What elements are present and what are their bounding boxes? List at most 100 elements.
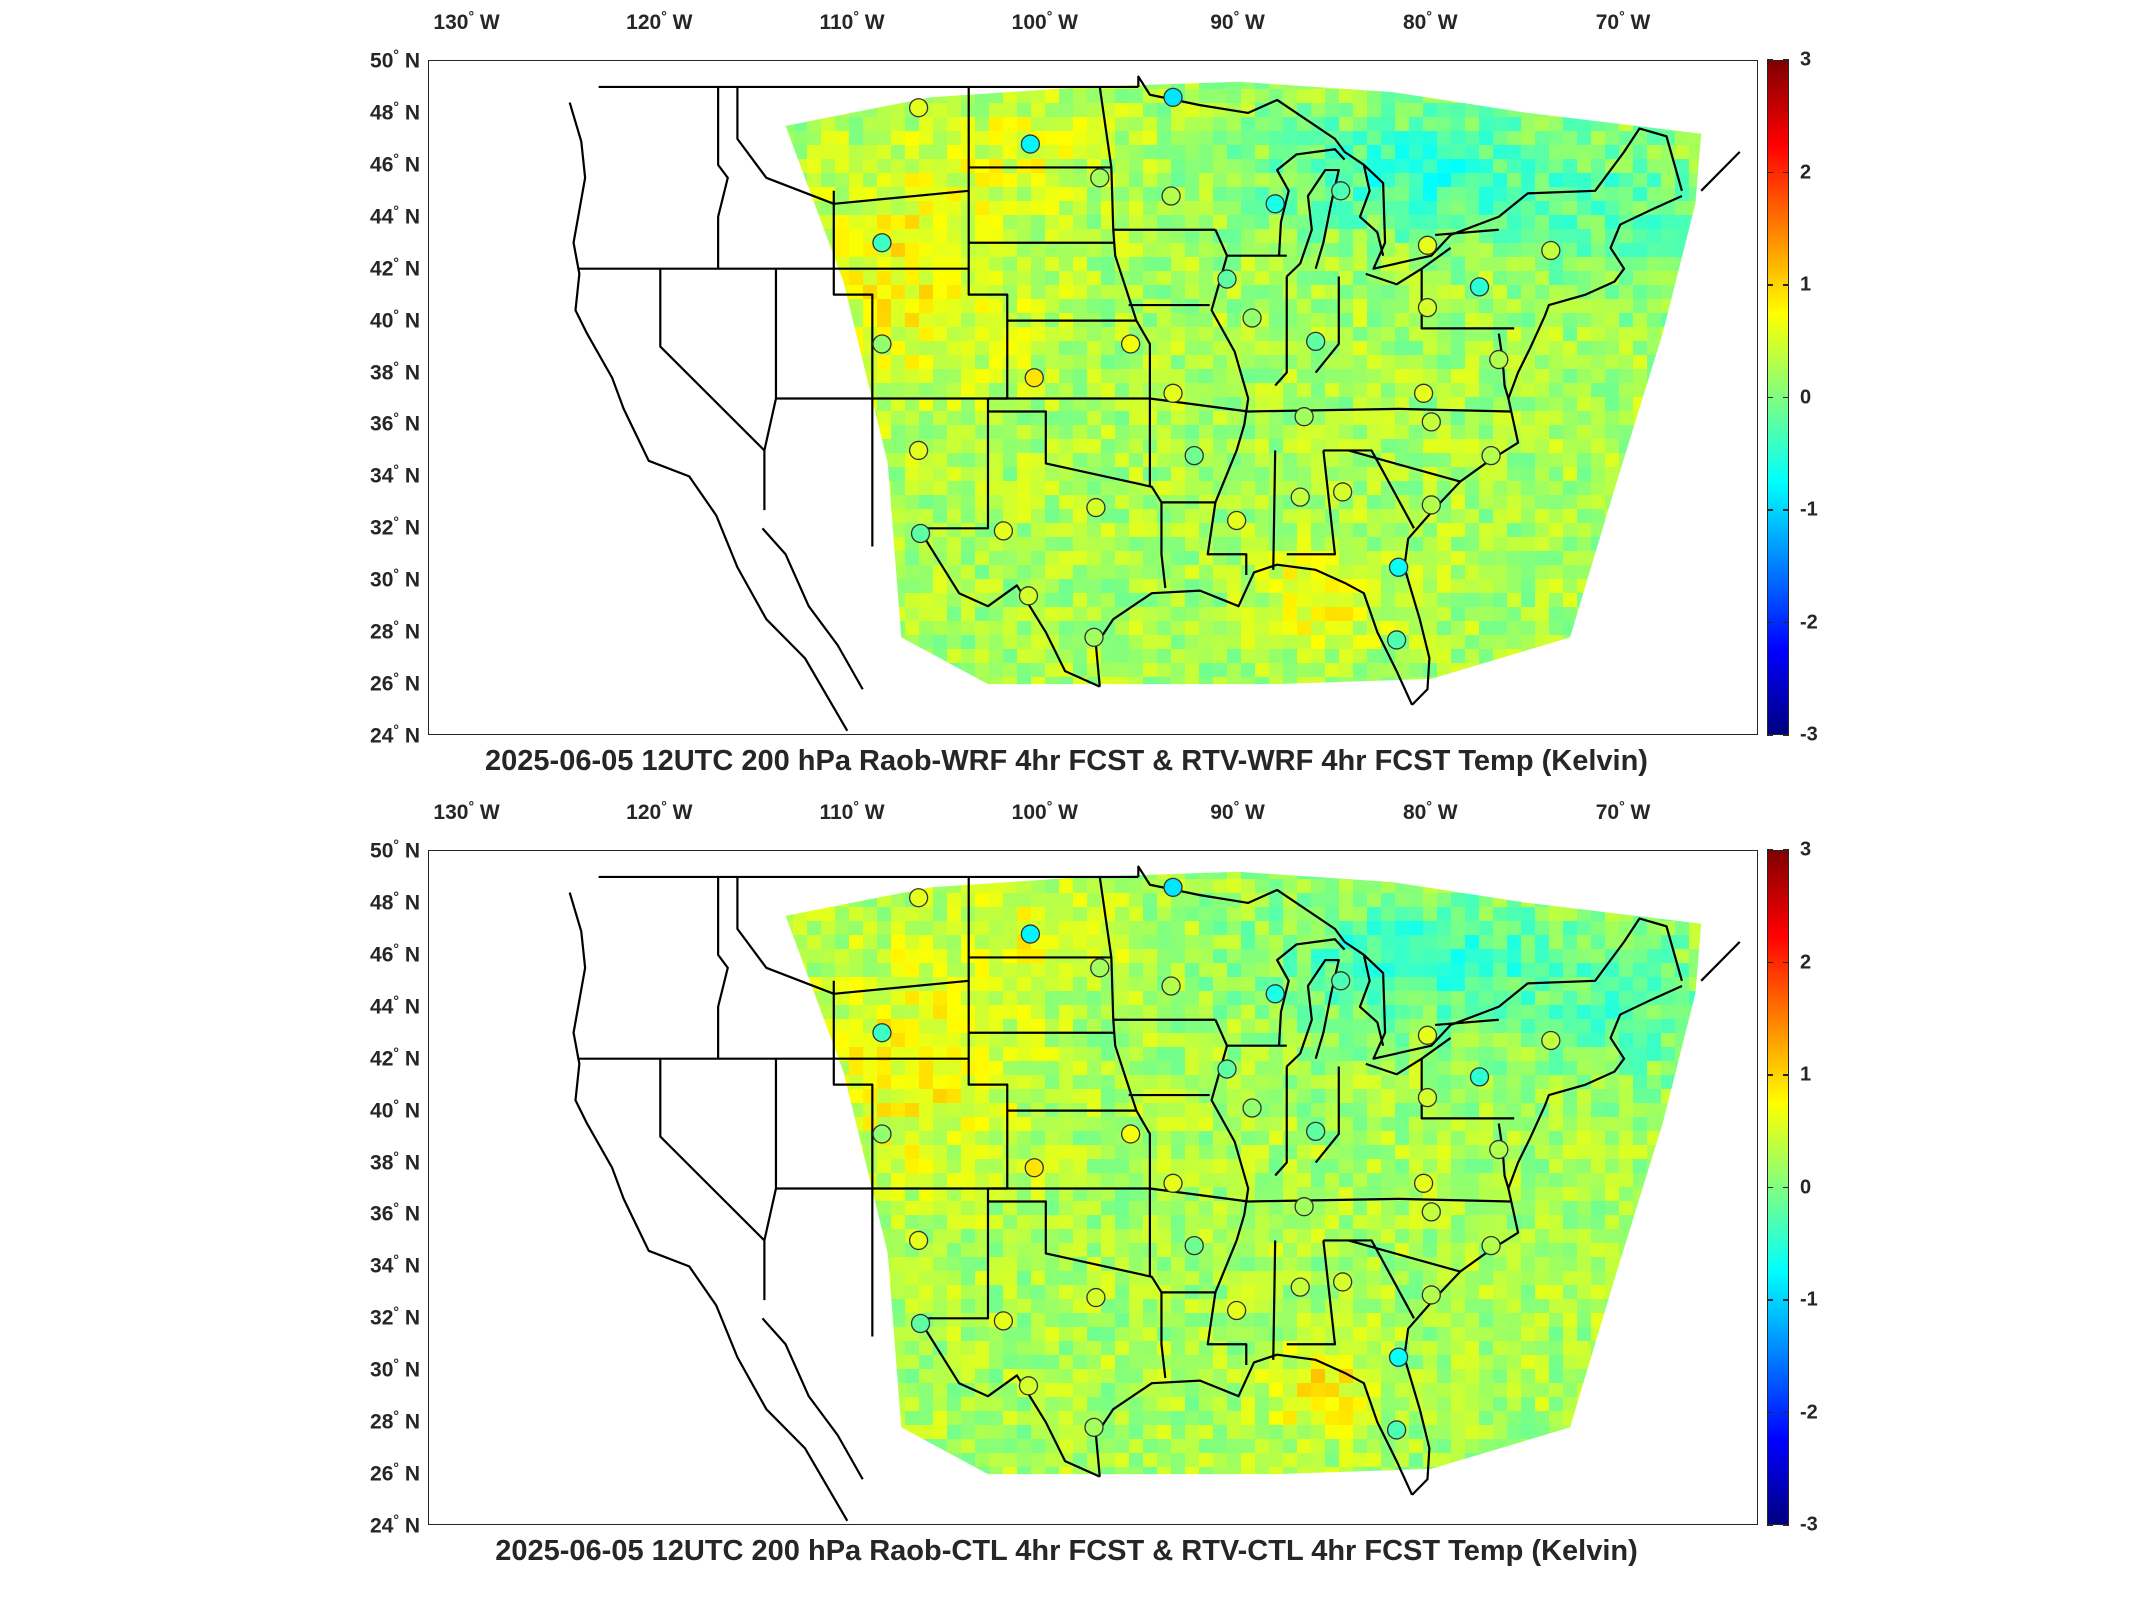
raob-station-marker: [1386, 1420, 1407, 1440]
colorbar-tick-label: 2: [1800, 951, 1812, 973]
raob-station-marker: [1024, 1158, 1044, 1178]
latitude-tick-label: 48° N: [370, 888, 420, 915]
latitude-tick-label: 26° N: [370, 669, 420, 696]
colorbar-tick-mark: [1783, 1186, 1789, 1189]
boundary-line: [1272, 450, 1277, 570]
map-frame: [428, 60, 1758, 735]
raob-station-marker: [908, 440, 929, 461]
colorbar-tick-label: 1: [1800, 273, 1812, 296]
latitude-tick-label: 46° N: [370, 940, 420, 967]
raob-station-marker: [872, 233, 892, 253]
boundary-line: [1285, 958, 1340, 1068]
boundary-line: [1098, 86, 1151, 487]
colorbar-tick-mark: [1767, 849, 1773, 851]
raob-station-marker: [908, 98, 929, 118]
raob-station-marker: [1469, 1067, 1490, 1087]
colorbar-tick-mark: [1783, 621, 1789, 624]
raob-station-marker: [1242, 1098, 1262, 1118]
latitude-tick-label: 50° N: [370, 46, 420, 73]
colorbar-tick-mark: [1767, 1524, 1773, 1526]
raob-station-marker: [1018, 586, 1039, 606]
raob-station-marker: [1265, 194, 1285, 214]
latitude-tick-label: 44° N: [370, 202, 420, 229]
boundary-line: [1348, 449, 1461, 483]
raob-station-marker: [1421, 495, 1441, 515]
raob-station-marker: [1020, 924, 1041, 944]
colorbar-tick-mark: [1783, 734, 1789, 736]
boundary-line: [832, 190, 874, 547]
boundary-line: [736, 86, 969, 205]
boundary-line: [1137, 865, 1683, 1060]
raob-station-marker: [1306, 1121, 1326, 1142]
longitude-tick-label: 120° W: [626, 8, 693, 34]
latitude-tick-label: 40° N: [370, 306, 420, 333]
latitude-tick-label: 36° N: [370, 409, 420, 436]
raob-station-marker: [1386, 630, 1407, 650]
colorbar-tick-mark: [1783, 1411, 1789, 1414]
boundary-line: [1358, 164, 1385, 256]
boundary-line: [1274, 1066, 1288, 1177]
longitude-tick-label: 80° W: [1403, 798, 1458, 824]
boundary-line: [1276, 938, 1346, 1046]
boundary-line: [1137, 75, 1683, 270]
latitude-tick-label: 30° N: [370, 565, 420, 592]
colorbar-tick-mark: [1767, 396, 1773, 399]
colorbar-tick-mark: [1767, 1299, 1773, 1301]
boundary-line: [1160, 1292, 1167, 1379]
raob-station-marker: [1333, 1272, 1353, 1292]
raob-station-marker: [1163, 87, 1183, 107]
latitude-tick-label: 44° N: [370, 992, 420, 1019]
boundary-line: [1497, 1123, 1510, 1189]
boundary-line: [987, 1200, 1216, 1294]
boundary-line: [1286, 1240, 1337, 1346]
latitude-tick-label: 42° N: [370, 254, 420, 281]
boundary-line: [917, 1317, 1101, 1478]
colorbar-tick-label: 1: [1800, 1063, 1812, 1086]
raob-station-marker: [908, 1230, 929, 1251]
longitude-tick-label: 90° W: [1210, 798, 1265, 824]
raob-station-marker: [1290, 487, 1310, 507]
raob-station-marker: [1226, 510, 1247, 531]
boundary-line: [1276, 148, 1346, 256]
raob-station-marker: [1417, 1087, 1438, 1108]
boundary-line: [1420, 268, 1515, 330]
raob-station-marker: [872, 1023, 892, 1043]
raob-station-marker: [1306, 331, 1326, 352]
longitude-tick-label: 100° W: [1011, 798, 1078, 824]
raob-station-marker: [1090, 958, 1110, 978]
latitude-tick-label: 42° N: [370, 1044, 420, 1071]
boundary-line: [1274, 276, 1288, 387]
latitude-tick-label: 40° N: [370, 1096, 420, 1123]
raob-station-marker: [1413, 1173, 1434, 1193]
raob-station-marker: [910, 523, 931, 544]
temperature-difference-map: [568, 75, 1741, 732]
boundary-line: [1365, 247, 1452, 286]
raob-station-marker: [1333, 482, 1353, 502]
raob-station-marker: [1120, 1124, 1141, 1144]
boundary-line: [761, 1317, 864, 1480]
raob-station-marker: [1294, 407, 1314, 427]
raob-station-marker: [1265, 984, 1285, 1004]
raob-station-marker: [1331, 181, 1351, 201]
latitude-tick-label: 50° N: [370, 836, 420, 863]
boundary-line: [1314, 276, 1340, 374]
raob-station-marker: [1388, 1347, 1409, 1367]
longitude-tick-label: 100° W: [1011, 8, 1078, 34]
raob-station-marker: [1331, 971, 1351, 991]
latitude-tick-label: 28° N: [370, 1407, 420, 1434]
raob-station-marker: [1184, 445, 1204, 466]
raob-station-marker: [872, 1124, 892, 1144]
latitude-tick-label: 38° N: [370, 358, 420, 385]
boundary-line: [775, 1187, 1511, 1203]
boundary-line: [1314, 1066, 1340, 1164]
boundary-line: [736, 876, 969, 995]
map-frame: [428, 850, 1758, 1525]
latitude-tick-label: 24° N: [370, 721, 420, 748]
boundary-line: [568, 102, 718, 516]
raob-station-marker: [1217, 269, 1237, 289]
latitude-tick-label: 24° N: [370, 1511, 420, 1538]
boundary-line: [568, 892, 718, 1306]
raob-station-marker: [1421, 1202, 1441, 1222]
boundary-line: [1700, 151, 1741, 192]
raob-station-marker: [1084, 1417, 1104, 1437]
